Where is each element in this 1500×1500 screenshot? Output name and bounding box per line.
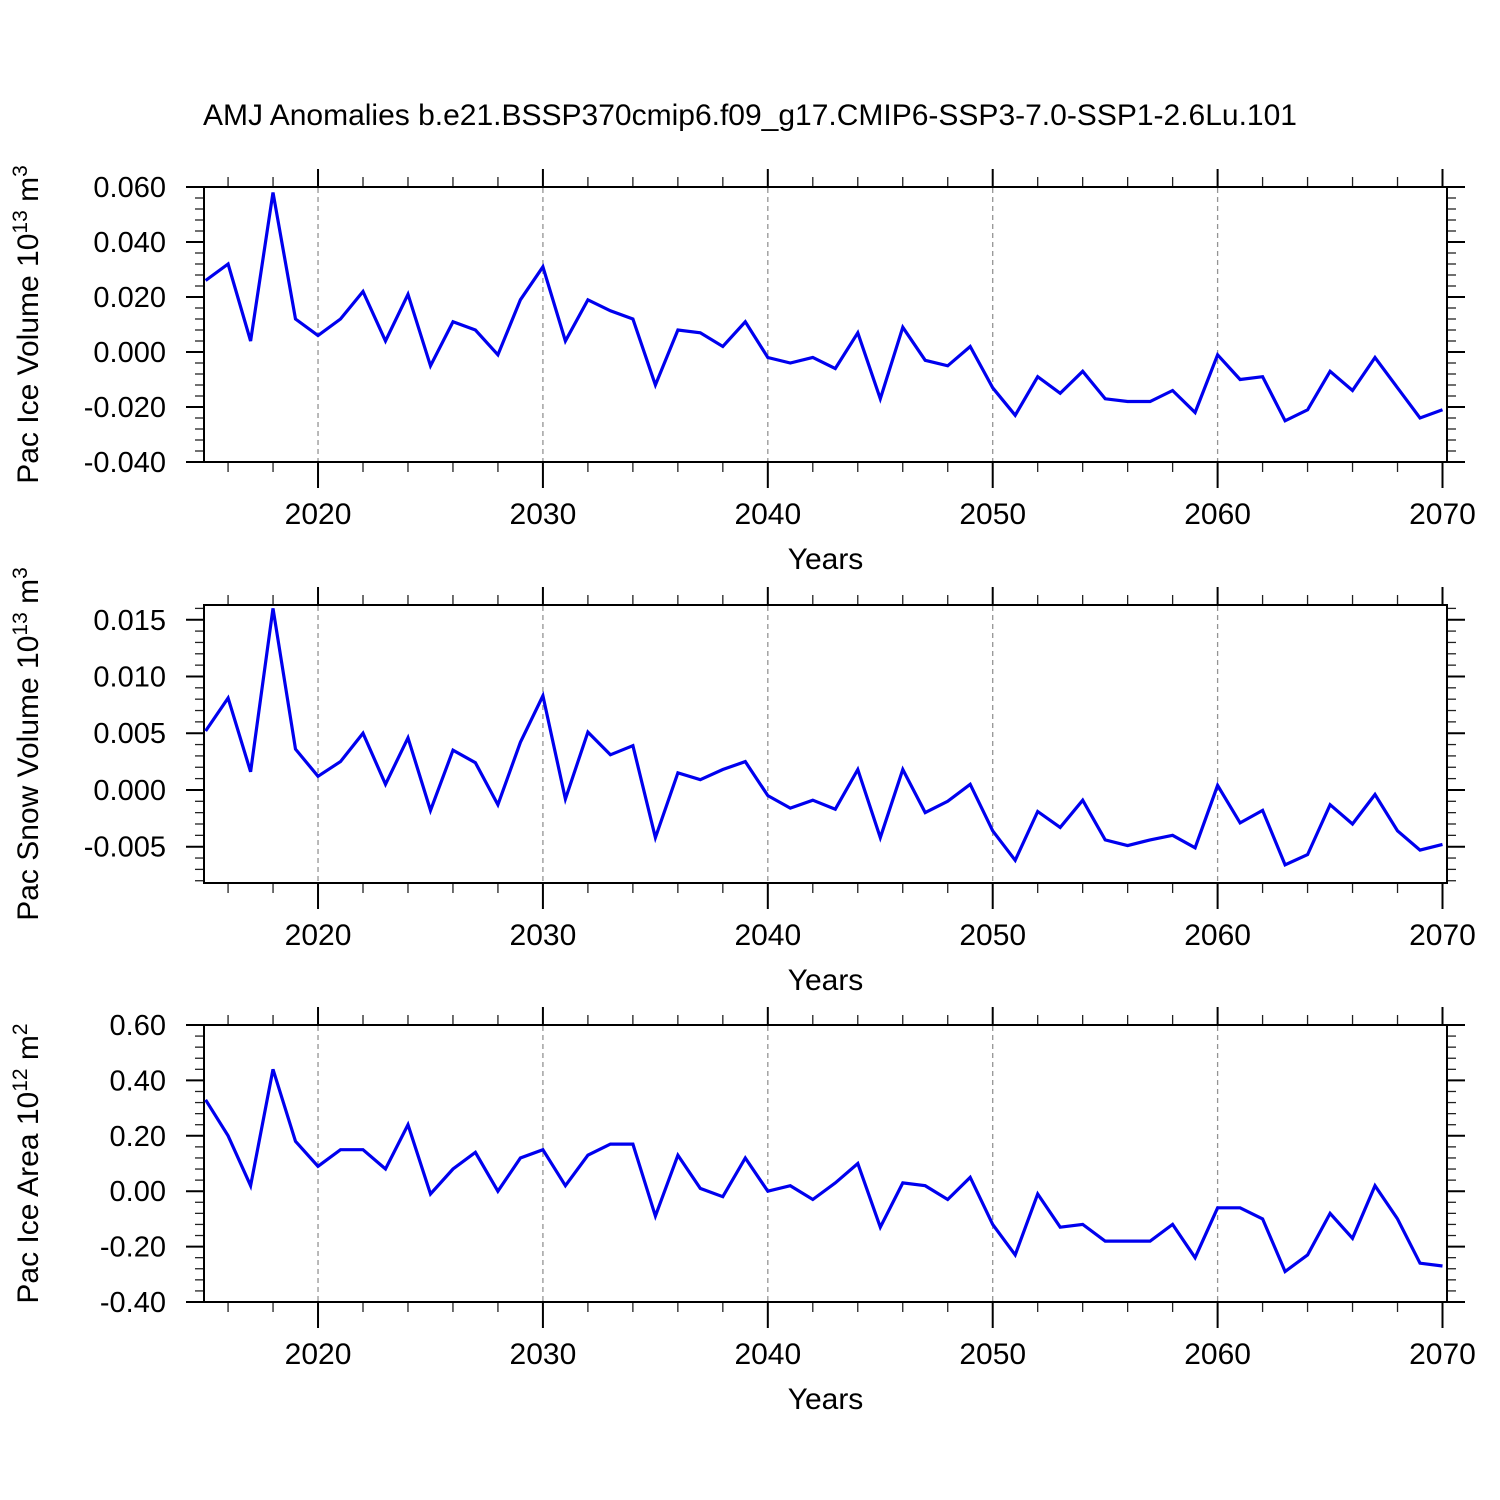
- x-tick-label: 2050: [959, 498, 1026, 531]
- y-tick-label: 0.40: [110, 1065, 166, 1097]
- data-line: [204, 1068, 1443, 1274]
- y-tick-label: 0.005: [93, 718, 166, 750]
- x-axis-title: Years: [788, 1383, 864, 1416]
- y-tick-label: -0.40: [100, 1287, 166, 1319]
- x-tick-label: 2060: [1184, 498, 1251, 531]
- y-tick-label: 0.040: [93, 227, 166, 259]
- y-tick-label: 0.010: [93, 661, 166, 693]
- y-tick-label: 0.00: [110, 1176, 166, 1208]
- y-tick-label: 0.060: [93, 172, 166, 204]
- x-tick-label: 2040: [734, 1338, 801, 1371]
- y-axis-title: Pac Ice Area 1012 m2: [9, 1023, 45, 1303]
- y-tick-label: 0.020: [93, 282, 166, 314]
- x-tick-label: 2070: [1409, 919, 1476, 952]
- y-axis-title: Pac Ice Volume 1013 m3: [9, 165, 45, 484]
- data-line: [204, 192, 1444, 423]
- y-axis-title: Pac Snow Volume 1013 m3: [9, 567, 45, 921]
- chart-title: AMJ Anomalies b.e21.BSSP370cmip6.f09_g17…: [203, 99, 1297, 132]
- x-tick-label: 2050: [959, 919, 1026, 952]
- x-tick-label: 2050: [959, 1338, 1026, 1371]
- y-tick-label: -0.005: [84, 832, 166, 864]
- y-tick-label: 0.015: [93, 605, 166, 637]
- y-tick-label: -0.020: [84, 392, 166, 424]
- pac-snow-volume-panel: 2020 2030 2040 2050 2060 2070 0.015 0.010 0.005 0…: [9, 567, 1476, 997]
- x-axis-title: Years: [788, 543, 864, 576]
- y-tick-label: 0.000: [93, 775, 166, 807]
- x-tick-label: 2030: [510, 498, 577, 531]
- x-tick-label: 2030: [510, 1338, 577, 1371]
- y-tick-label: 0.60: [110, 1010, 166, 1042]
- data-line: [204, 608, 1443, 867]
- plot-frame: [203, 1024, 1448, 1303]
- x-tick-label: 2040: [734, 919, 801, 952]
- y-tick-label: -0.040: [84, 447, 166, 479]
- pac-ice-volume-panel: 2020 2030 2040 2050 2060 2070 0.060 0.040 0.020 0…: [9, 165, 1476, 576]
- y-tick-label: 0.000: [93, 337, 166, 369]
- x-tick-label: 2020: [285, 498, 352, 531]
- plot-frame: [203, 604, 1448, 884]
- x-tick-label: 2060: [1184, 919, 1251, 952]
- x-tick-label: 2070: [1409, 498, 1476, 531]
- plot-frame: [203, 186, 1448, 463]
- y-tick-label: 0.20: [110, 1121, 166, 1153]
- x-tick-label: 2020: [285, 1338, 352, 1371]
- x-tick-label: 2020: [285, 919, 352, 952]
- x-tick-label: 2070: [1409, 1338, 1476, 1371]
- pac-ice-area-panel: 2020 2030 2040 2050 2060 2070 0.60 0.40 0.20 0.00…: [9, 1007, 1476, 1416]
- x-axis-title: Years: [788, 964, 864, 997]
- x-tick-label: 2030: [510, 919, 577, 952]
- x-tick-label: 2040: [734, 498, 801, 531]
- x-tick-label: 2060: [1184, 1338, 1251, 1371]
- y-tick-label: -0.20: [100, 1232, 166, 1264]
